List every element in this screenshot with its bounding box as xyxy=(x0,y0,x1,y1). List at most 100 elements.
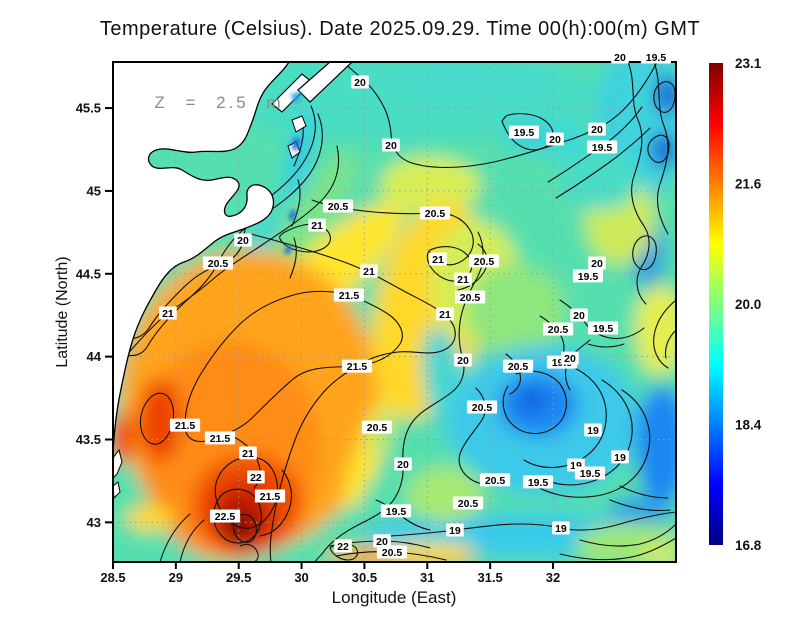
contour-label-value: 20 xyxy=(564,353,576,365)
contour-label-value: 20 xyxy=(549,134,561,146)
y-tick-label: 44.5 xyxy=(76,266,101,281)
colorbar xyxy=(709,63,723,545)
contour-label-value: 21 xyxy=(439,309,451,321)
contour-label-box xyxy=(479,473,511,487)
contour-label-box xyxy=(436,307,454,321)
contour-label-box xyxy=(542,322,574,336)
contour-label-value: 21 xyxy=(162,308,174,320)
y-tick-label: 45.5 xyxy=(76,101,101,116)
contour-label-value: 19.5 xyxy=(580,468,601,480)
colorbar-tick-label: 21.6 xyxy=(735,177,762,192)
contour-label-box xyxy=(308,218,326,232)
contour-label-box xyxy=(429,252,447,266)
contour-label-box xyxy=(454,353,472,367)
contour-label-value: 19.5 xyxy=(646,52,667,64)
contour-label-value: 20.5 xyxy=(382,547,403,559)
contour-label-value: 20.5 xyxy=(460,292,481,304)
contour-label-box xyxy=(247,470,265,484)
contour-label-box xyxy=(419,206,451,220)
contour-label-box xyxy=(522,475,554,489)
contour-label-value: 19.5 xyxy=(592,142,613,154)
contour-label-value: 19.5 xyxy=(528,477,549,489)
contour-label-box xyxy=(454,290,486,304)
contour-label-value: 20.5 xyxy=(458,498,479,510)
axis-ticks xyxy=(105,107,554,569)
contour-label-box xyxy=(333,288,365,302)
contour-label-box xyxy=(334,539,352,553)
contour-label-value: 19.5 xyxy=(578,271,599,283)
contour-label-box xyxy=(202,256,234,270)
contour-label-value: 20.5 xyxy=(474,256,495,268)
contour-label-box xyxy=(552,521,570,535)
y-axis-title: Latitude (North) xyxy=(54,256,71,368)
contour-label-value: 21 xyxy=(242,448,254,460)
contour-label-box xyxy=(380,504,412,518)
colorbar-tick-label: 23.1 xyxy=(735,56,762,71)
contour-label-box xyxy=(588,256,606,270)
contour-label-value: 20 xyxy=(591,258,603,270)
contour-label-value: 21 xyxy=(311,220,323,232)
contour-label-box xyxy=(502,359,534,373)
contour-label-box xyxy=(454,272,472,286)
contour-label-box xyxy=(588,122,606,136)
contour-label-box xyxy=(159,306,177,320)
colorbar-gradient xyxy=(709,63,723,545)
y-tick-label: 43 xyxy=(87,515,101,530)
contour-label-box xyxy=(204,431,236,445)
contour-label-value: 19.5 xyxy=(593,323,614,335)
contour-label-box xyxy=(446,523,464,537)
contour-label-value: 20 xyxy=(376,536,388,548)
contour-label-value: 21.5 xyxy=(260,491,281,503)
contour-label-box xyxy=(239,446,257,460)
x-tick-label: 29 xyxy=(169,570,183,585)
contour-label-box xyxy=(361,420,393,434)
contour-label-box xyxy=(640,50,672,64)
contour-label-value: 20.5 xyxy=(508,361,529,373)
contour-label-box xyxy=(341,359,373,373)
contour-label-value: 21 xyxy=(432,254,444,266)
contour-label-value: 21.5 xyxy=(175,420,196,432)
contour-label-value: 21 xyxy=(457,274,469,286)
contour-label-value: 20 xyxy=(385,140,397,152)
contour-label-box xyxy=(468,254,500,268)
contour-label-box xyxy=(466,400,498,414)
x-tick-label: 30 xyxy=(294,570,308,585)
contour-label-value: 22 xyxy=(337,541,349,553)
coastal-cold-patches xyxy=(284,91,302,255)
contour-label-value: 19 xyxy=(449,525,461,537)
contour-label-value: 22 xyxy=(250,472,262,484)
y-tick-label: 45 xyxy=(87,183,101,198)
colorbar-tick-labels: 23.1 21.6 20.0 18.4 16.8 xyxy=(735,56,762,553)
x-tick-label: 31.5 xyxy=(477,570,502,585)
x-tick-label: 32 xyxy=(546,570,560,585)
contour-label-value: 20 xyxy=(397,459,409,471)
contour-label-value: 19 xyxy=(587,425,599,437)
contour-label-value: 20 xyxy=(457,355,469,367)
contour-label-value: 20.5 xyxy=(425,208,446,220)
contour-label-value: 20.5 xyxy=(208,258,229,270)
depth-annotation: Z = 2.5 m xyxy=(154,93,284,112)
contour-label-box xyxy=(382,138,400,152)
contour-label-value: 20.5 xyxy=(548,324,569,336)
x-axis-title: Longitude (East) xyxy=(331,588,457,607)
contour-label-box xyxy=(322,199,354,213)
contour-label-box xyxy=(508,125,540,139)
contour-label-value: 19 xyxy=(614,452,626,464)
x-tick-label: 29.5 xyxy=(226,570,251,585)
contour-label-value: 20 xyxy=(237,235,249,247)
colorbar-tick-label: 16.8 xyxy=(735,538,762,553)
contour-label-value: 20 xyxy=(573,310,585,322)
contour-label-box xyxy=(611,50,629,64)
contour-label-value: 22.5 xyxy=(215,511,236,523)
contour-label-box xyxy=(254,489,286,503)
contour-label-box xyxy=(611,450,629,464)
contour-lines xyxy=(113,62,676,562)
colorbar-tick-label: 18.4 xyxy=(735,418,762,433)
contour-label-box xyxy=(452,496,484,510)
contour-label-box xyxy=(373,534,391,548)
plot-border xyxy=(112,61,677,563)
colorbar-tick-label: 20.0 xyxy=(735,297,761,312)
contour-label-box xyxy=(209,509,241,523)
